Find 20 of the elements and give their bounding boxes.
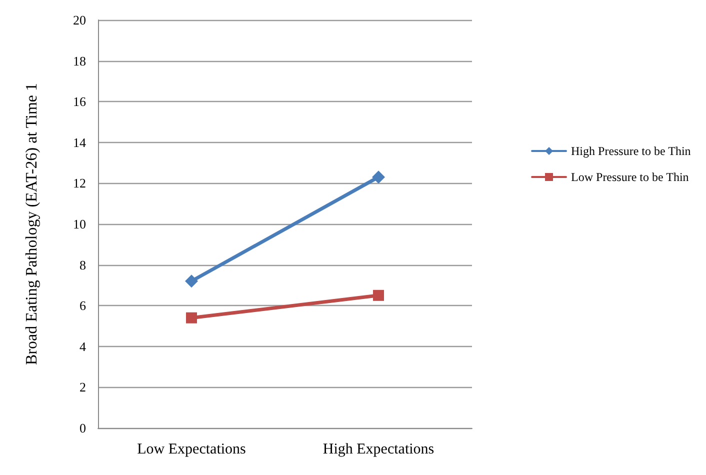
y-tick-label: 16 <box>73 94 86 110</box>
y-tick-label: 2 <box>80 380 86 395</box>
y-tick-label: 20 <box>73 12 86 28</box>
y-tick-label: 10 <box>73 216 86 232</box>
y-tick-label: 18 <box>73 53 86 68</box>
y-tick-label: 6 <box>80 298 86 314</box>
legend-label: Low Pressure to be Thin <box>571 170 689 184</box>
legend-label: High Pressure to be Thin <box>571 144 691 158</box>
point <box>185 274 198 288</box>
point <box>373 290 384 301</box>
y-tick-label: 14 <box>73 134 86 150</box>
x-tick-label: High Expectations <box>322 442 434 458</box>
y-tick-label: 8 <box>80 257 86 272</box>
y-tick-label: 12 <box>73 176 86 191</box>
y-tick-label: 4 <box>80 338 86 354</box>
y-tick-label: 0 <box>80 420 86 436</box>
point <box>372 170 385 184</box>
x-tick-label: Low Expectations <box>137 442 246 458</box>
point <box>186 312 197 324</box>
y-axis-title: Broad Eating Pathology (EAT-26) at Time 1 <box>24 82 40 366</box>
